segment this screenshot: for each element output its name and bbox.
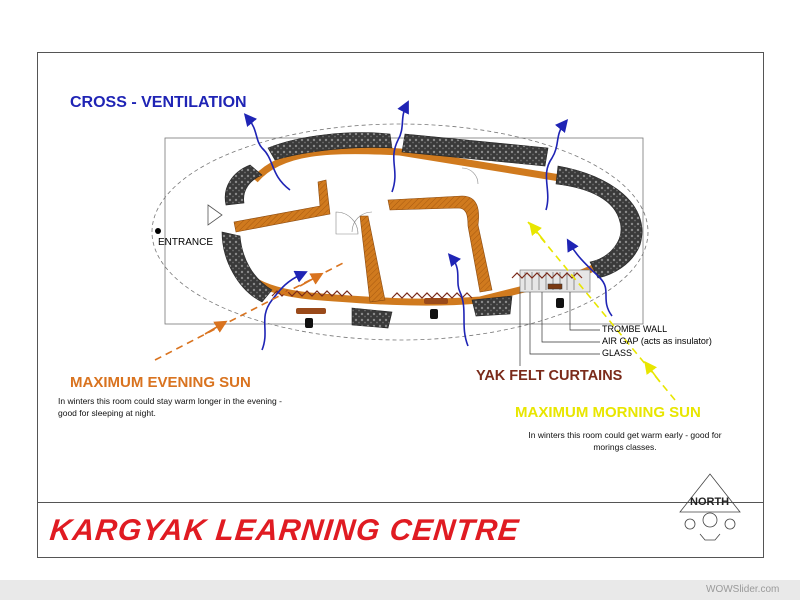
title-block-rule [37, 502, 764, 503]
evening-sun-description: In winters this room could stay warm lon… [58, 396, 282, 418]
trombe-vent [547, 283, 563, 290]
trombe-leaders [519, 292, 600, 366]
entrance-dot [155, 228, 161, 234]
watermark: WOWSlider.com [706, 584, 780, 595]
door-swing [351, 211, 373, 233]
trombe-wall-label: TROMBE WALL [602, 324, 668, 334]
drawing-title: KARGYAK LEARNING CENTRE [48, 514, 521, 547]
glass-label: GLASS [602, 348, 633, 358]
site-boundary [164, 137, 644, 325]
morning-sun-arrowhead [644, 360, 661, 383]
entrance-marker [207, 204, 223, 226]
air-gap-label: AIR GAP (acts as insulator) [602, 336, 712, 346]
stove [430, 309, 438, 319]
partition-walls [233, 179, 493, 303]
morning-sun-arrowhead [529, 222, 546, 243]
floor-plan-diagram [151, 100, 741, 541]
evening-sun-arrowhead [204, 320, 228, 335]
yak-felt-curtains-label: YAK FELT CURTAINS [476, 368, 623, 384]
evening-sun-heading: MAXIMUM EVENING SUN [70, 374, 251, 391]
stove [305, 318, 313, 328]
cross-ventilation-label: CROSS - VENTILATION [70, 94, 247, 111]
ventilation-arrows [243, 100, 613, 351]
bench [296, 308, 326, 314]
bench [424, 298, 448, 304]
morning-sun-heading: MAXIMUM MORNING SUN [515, 404, 701, 421]
north-symbol [679, 473, 741, 541]
door-swing [335, 211, 359, 235]
roof-outline [151, 123, 649, 341]
evening-sun-arrowhead [299, 272, 324, 287]
morning-sun-description: In winters this room could get warm earl… [528, 430, 722, 452]
door-swing [461, 167, 479, 185]
stone-walls [221, 132, 643, 329]
entrance-label: ENTRANCE [158, 237, 214, 248]
north-label: NORTH [690, 496, 730, 508]
stove [556, 298, 564, 308]
drawing-sheet [0, 0, 800, 580]
drawing-frame [37, 52, 764, 558]
